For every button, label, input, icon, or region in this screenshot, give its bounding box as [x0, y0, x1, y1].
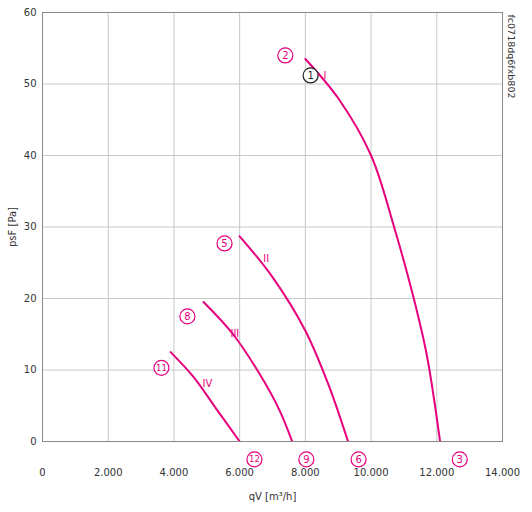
svg-text:20: 20 — [24, 293, 37, 304]
svg-text:3: 3 — [457, 454, 463, 465]
svg-text:12: 12 — [249, 454, 260, 464]
svg-text:14.000: 14.000 — [485, 467, 520, 478]
svg-text:I: I — [323, 70, 326, 81]
svg-text:30: 30 — [24, 221, 37, 232]
svg-text:50: 50 — [24, 78, 37, 89]
svg-text:III: III — [230, 328, 239, 339]
svg-text:8.000: 8.000 — [291, 467, 320, 478]
svg-text:8: 8 — [184, 311, 190, 322]
svg-text:6: 6 — [355, 454, 361, 465]
svg-text:qV [m³/h]: qV [m³/h] — [249, 491, 297, 502]
svg-text:40: 40 — [24, 150, 37, 161]
svg-text:1: 1 — [307, 70, 313, 81]
svg-text:9: 9 — [303, 454, 309, 465]
svg-text:5: 5 — [221, 238, 227, 249]
svg-text:II: II — [263, 253, 269, 264]
svg-text:6.000: 6.000 — [225, 467, 254, 478]
svg-text:4.000: 4.000 — [160, 467, 189, 478]
svg-text:2: 2 — [282, 50, 288, 61]
svg-text:10.000: 10.000 — [354, 467, 389, 478]
svg-text:11: 11 — [156, 363, 167, 373]
svg-text:0: 0 — [30, 436, 36, 447]
svg-text:psF [Pa]: psF [Pa] — [7, 207, 18, 247]
svg-text:IV: IV — [203, 378, 213, 389]
svg-text:12.000: 12.000 — [419, 467, 454, 478]
svg-text:60: 60 — [24, 7, 37, 18]
svg-text:fc0718dq6fxb802: fc0718dq6fxb802 — [506, 15, 517, 99]
svg-text:10: 10 — [24, 364, 37, 375]
svg-text:0: 0 — [39, 467, 45, 478]
svg-text:2.000: 2.000 — [94, 467, 123, 478]
